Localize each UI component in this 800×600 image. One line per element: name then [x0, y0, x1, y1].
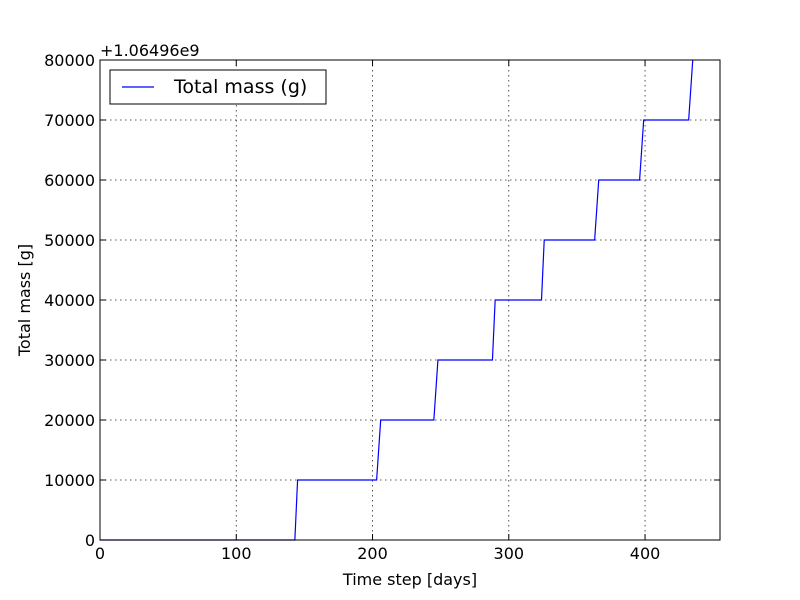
y-tick-label: 80000 — [44, 51, 95, 70]
y-tick-label: 10000 — [44, 471, 95, 490]
grid — [99, 59, 720, 541]
y-tick-label: 50000 — [44, 231, 95, 250]
x-tick-label: 200 — [357, 544, 388, 563]
y-offset-label: +1.06496e9 — [100, 41, 200, 60]
x-tick-label: 100 — [221, 544, 252, 563]
y-tick-label: 60000 — [44, 171, 95, 190]
y-tick-label: 0 — [85, 531, 95, 550]
x-tick-label: 400 — [630, 544, 661, 563]
x-tick-label: 300 — [494, 544, 525, 563]
ticks — [99, 59, 720, 541]
y-tick-label: 70000 — [44, 111, 95, 130]
legend-label: Total mass (g) — [173, 76, 307, 98]
y-axis-label: Total mass [g] — [15, 244, 34, 357]
x-axis-label: Time step [days] — [342, 570, 477, 589]
y-tick-label: 20000 — [44, 411, 95, 430]
legend: Total mass (g) — [109, 69, 327, 105]
tick-labels: 0 100 200 300 400 0 10000 20000 30000 40000 50000 6… — [44, 51, 660, 563]
series-group — [100, 59, 694, 541]
y-tick-label: 40000 — [44, 291, 95, 310]
y-tick-label: 30000 — [44, 351, 95, 370]
series-line-total-mass — [100, 59, 694, 541]
x-tick-label: 0 — [95, 544, 105, 563]
